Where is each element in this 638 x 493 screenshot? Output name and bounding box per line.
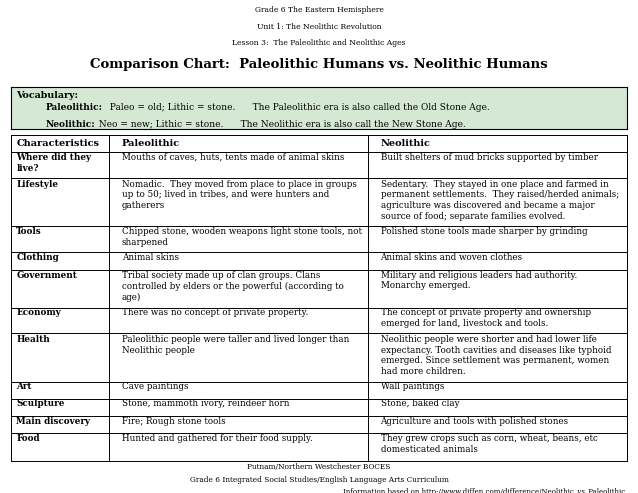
- Text: Animal skins and woven clothes: Animal skins and woven clothes: [380, 253, 523, 262]
- Text: Paleolithic:: Paleolithic:: [45, 103, 103, 112]
- Text: Wall paintings: Wall paintings: [380, 382, 444, 391]
- Text: Lifestyle: Lifestyle: [17, 179, 58, 189]
- Text: Putnam/Northern Westchester BOCES: Putnam/Northern Westchester BOCES: [248, 463, 390, 471]
- Text: Mouths of caves, huts, tents made of animal skins: Mouths of caves, huts, tents made of ani…: [122, 153, 344, 162]
- Text: Unit 1: The Neolithic Revolution: Unit 1: The Neolithic Revolution: [256, 23, 382, 31]
- Text: Sculpture: Sculpture: [17, 399, 64, 408]
- Text: Paleo = old; Lithic = stone.      The Paleolithic era is also called the Old Sto: Paleo = old; Lithic = stone. The Paleoli…: [104, 103, 489, 112]
- Text: Stone, mammoth ivory, reindeer horn: Stone, mammoth ivory, reindeer horn: [122, 399, 289, 408]
- Text: Government: Government: [17, 271, 77, 280]
- Text: Paleolithic people were taller and lived longer than
Neolithic people: Paleolithic people were taller and lived…: [122, 335, 349, 354]
- Text: Nomadic.  They moved from place to place in groups
up to 50; lived in tribes, an: Nomadic. They moved from place to place …: [122, 179, 357, 210]
- Text: Lesson 3:  The Paleolithic and Neolithic Ages: Lesson 3: The Paleolithic and Neolithic …: [232, 39, 406, 47]
- Text: Where did they
live?: Where did they live?: [17, 153, 91, 173]
- Text: Neo = new; Lithic = stone.      The Neolithic era is also call the New Stone Age: Neo = new; Lithic = stone. The Neolithic…: [93, 120, 466, 129]
- Text: Grade 6 Integrated Social Studies/English Language Arts Curriculum: Grade 6 Integrated Social Studies/Englis…: [189, 476, 449, 484]
- Text: Comparison Chart:  Paleolithic Humans vs. Neolithic Humans: Comparison Chart: Paleolithic Humans vs.…: [90, 58, 548, 70]
- Text: Built shelters of mud bricks supported by timber: Built shelters of mud bricks supported b…: [380, 153, 598, 162]
- Text: Sedentary.  They stayed in one place and farmed in
permanent settlements.  They : Sedentary. They stayed in one place and …: [380, 179, 619, 221]
- Text: Information based on http://www.diffen.com/difference/Neolithic_vs_Paleolithic: Information based on http://www.diffen.c…: [343, 488, 625, 493]
- Text: Animal skins: Animal skins: [122, 253, 179, 262]
- Text: Cave paintings: Cave paintings: [122, 382, 188, 391]
- Text: Food: Food: [17, 434, 40, 443]
- Text: Art: Art: [17, 382, 32, 391]
- Text: Neolithic: Neolithic: [380, 139, 431, 148]
- Text: Stone, baked clay: Stone, baked clay: [380, 399, 459, 408]
- Text: Tribal society made up of clan groups. Clans
controlled by elders or the powerfu: Tribal society made up of clan groups. C…: [122, 271, 343, 302]
- Text: Health: Health: [17, 335, 50, 344]
- Text: Polished stone tools made sharper by grinding: Polished stone tools made sharper by gri…: [380, 227, 587, 236]
- Text: Grade 6 The Eastern Hemisphere: Grade 6 The Eastern Hemisphere: [255, 6, 383, 14]
- Text: They grew crops such as corn, wheat, beans, etc
domesticated animals: They grew crops such as corn, wheat, bea…: [380, 434, 597, 454]
- Text: Main discovery: Main discovery: [17, 417, 91, 425]
- Text: Neolithic people were shorter and had lower life
expectancy. Tooth cavities and : Neolithic people were shorter and had lo…: [380, 335, 611, 376]
- Text: Neolithic:: Neolithic:: [45, 120, 95, 129]
- Text: The concept of private property and ownership
emerged for land, livestock and to: The concept of private property and owne…: [380, 308, 591, 328]
- Text: Characteristics: Characteristics: [17, 139, 100, 148]
- Text: Hunted and gathered for their food supply.: Hunted and gathered for their food suppl…: [122, 434, 312, 443]
- Text: Paleolithic: Paleolithic: [122, 139, 180, 148]
- Text: Military and religious leaders had authority.
Monarchy emerged.: Military and religious leaders had autho…: [380, 271, 577, 290]
- Text: Vocabulary:: Vocabulary:: [17, 91, 78, 100]
- Text: Economy: Economy: [17, 308, 61, 317]
- Text: Tools: Tools: [17, 227, 42, 236]
- Text: Agriculture and tools with polished stones: Agriculture and tools with polished ston…: [380, 417, 568, 425]
- Text: There was no concept of private property.: There was no concept of private property…: [122, 308, 308, 317]
- Text: Chipped stone, wooden weapons light stone tools, not
sharpened: Chipped stone, wooden weapons light ston…: [122, 227, 362, 247]
- Text: Clothing: Clothing: [17, 253, 59, 262]
- Text: Fire; Rough stone tools: Fire; Rough stone tools: [122, 417, 225, 425]
